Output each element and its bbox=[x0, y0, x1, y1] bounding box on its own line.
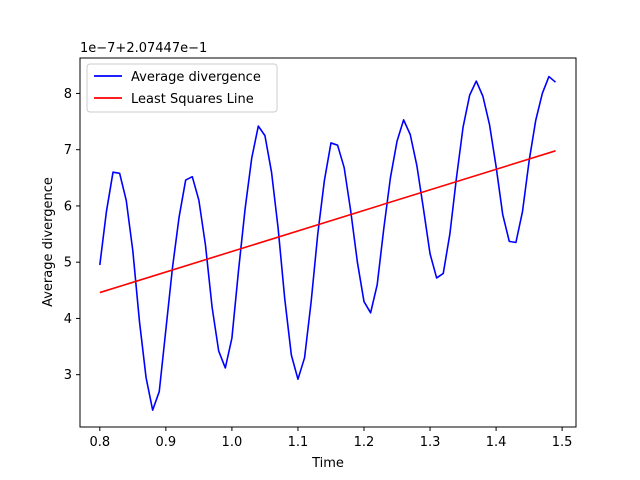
y-tick-label: 5 bbox=[64, 256, 72, 271]
x-axis-label: Time bbox=[311, 456, 344, 471]
x-tick-label: 1.1 bbox=[288, 435, 309, 450]
legend-label-average-divergence: Average divergence bbox=[131, 70, 261, 85]
series-line-average-divergence bbox=[99, 75, 557, 411]
y-axis-label: Average divergence bbox=[41, 177, 56, 307]
series-layer bbox=[99, 75, 557, 411]
legend: Average divergence Least Squares Line bbox=[86, 63, 278, 113]
x-tick-label: 1.5 bbox=[552, 435, 573, 450]
x-tick-label: 0.9 bbox=[156, 435, 177, 450]
y-tick-label: 6 bbox=[64, 199, 72, 214]
plot-area bbox=[80, 58, 576, 427]
plot-frame bbox=[79, 57, 577, 428]
y-tick-label: 4 bbox=[64, 312, 72, 327]
y-axis-ticks: 3 4 5 6 7 8 bbox=[64, 87, 80, 383]
y-tick-label: 7 bbox=[64, 143, 72, 158]
y-tick-label: 3 bbox=[64, 368, 72, 383]
x-tick-label: 1.0 bbox=[222, 435, 243, 450]
x-axis-ticks: 0.8 0.9 1.0 1.1 1.2 1.3 1.4 1.5 bbox=[89, 427, 572, 450]
x-tick-label: 1.2 bbox=[354, 435, 375, 450]
series-line-least-squares-line bbox=[99, 150, 556, 294]
x-tick-label: 1.3 bbox=[420, 435, 441, 450]
legend-frame bbox=[86, 63, 278, 113]
x-tick-label: 1.4 bbox=[486, 435, 507, 450]
y-offset-label: 1e−7+2.07447e−1 bbox=[80, 41, 207, 56]
x-tick-label: 0.8 bbox=[89, 435, 110, 450]
legend-label-least-squares: Least Squares Line bbox=[131, 92, 254, 107]
y-tick-label: 8 bbox=[64, 87, 72, 102]
